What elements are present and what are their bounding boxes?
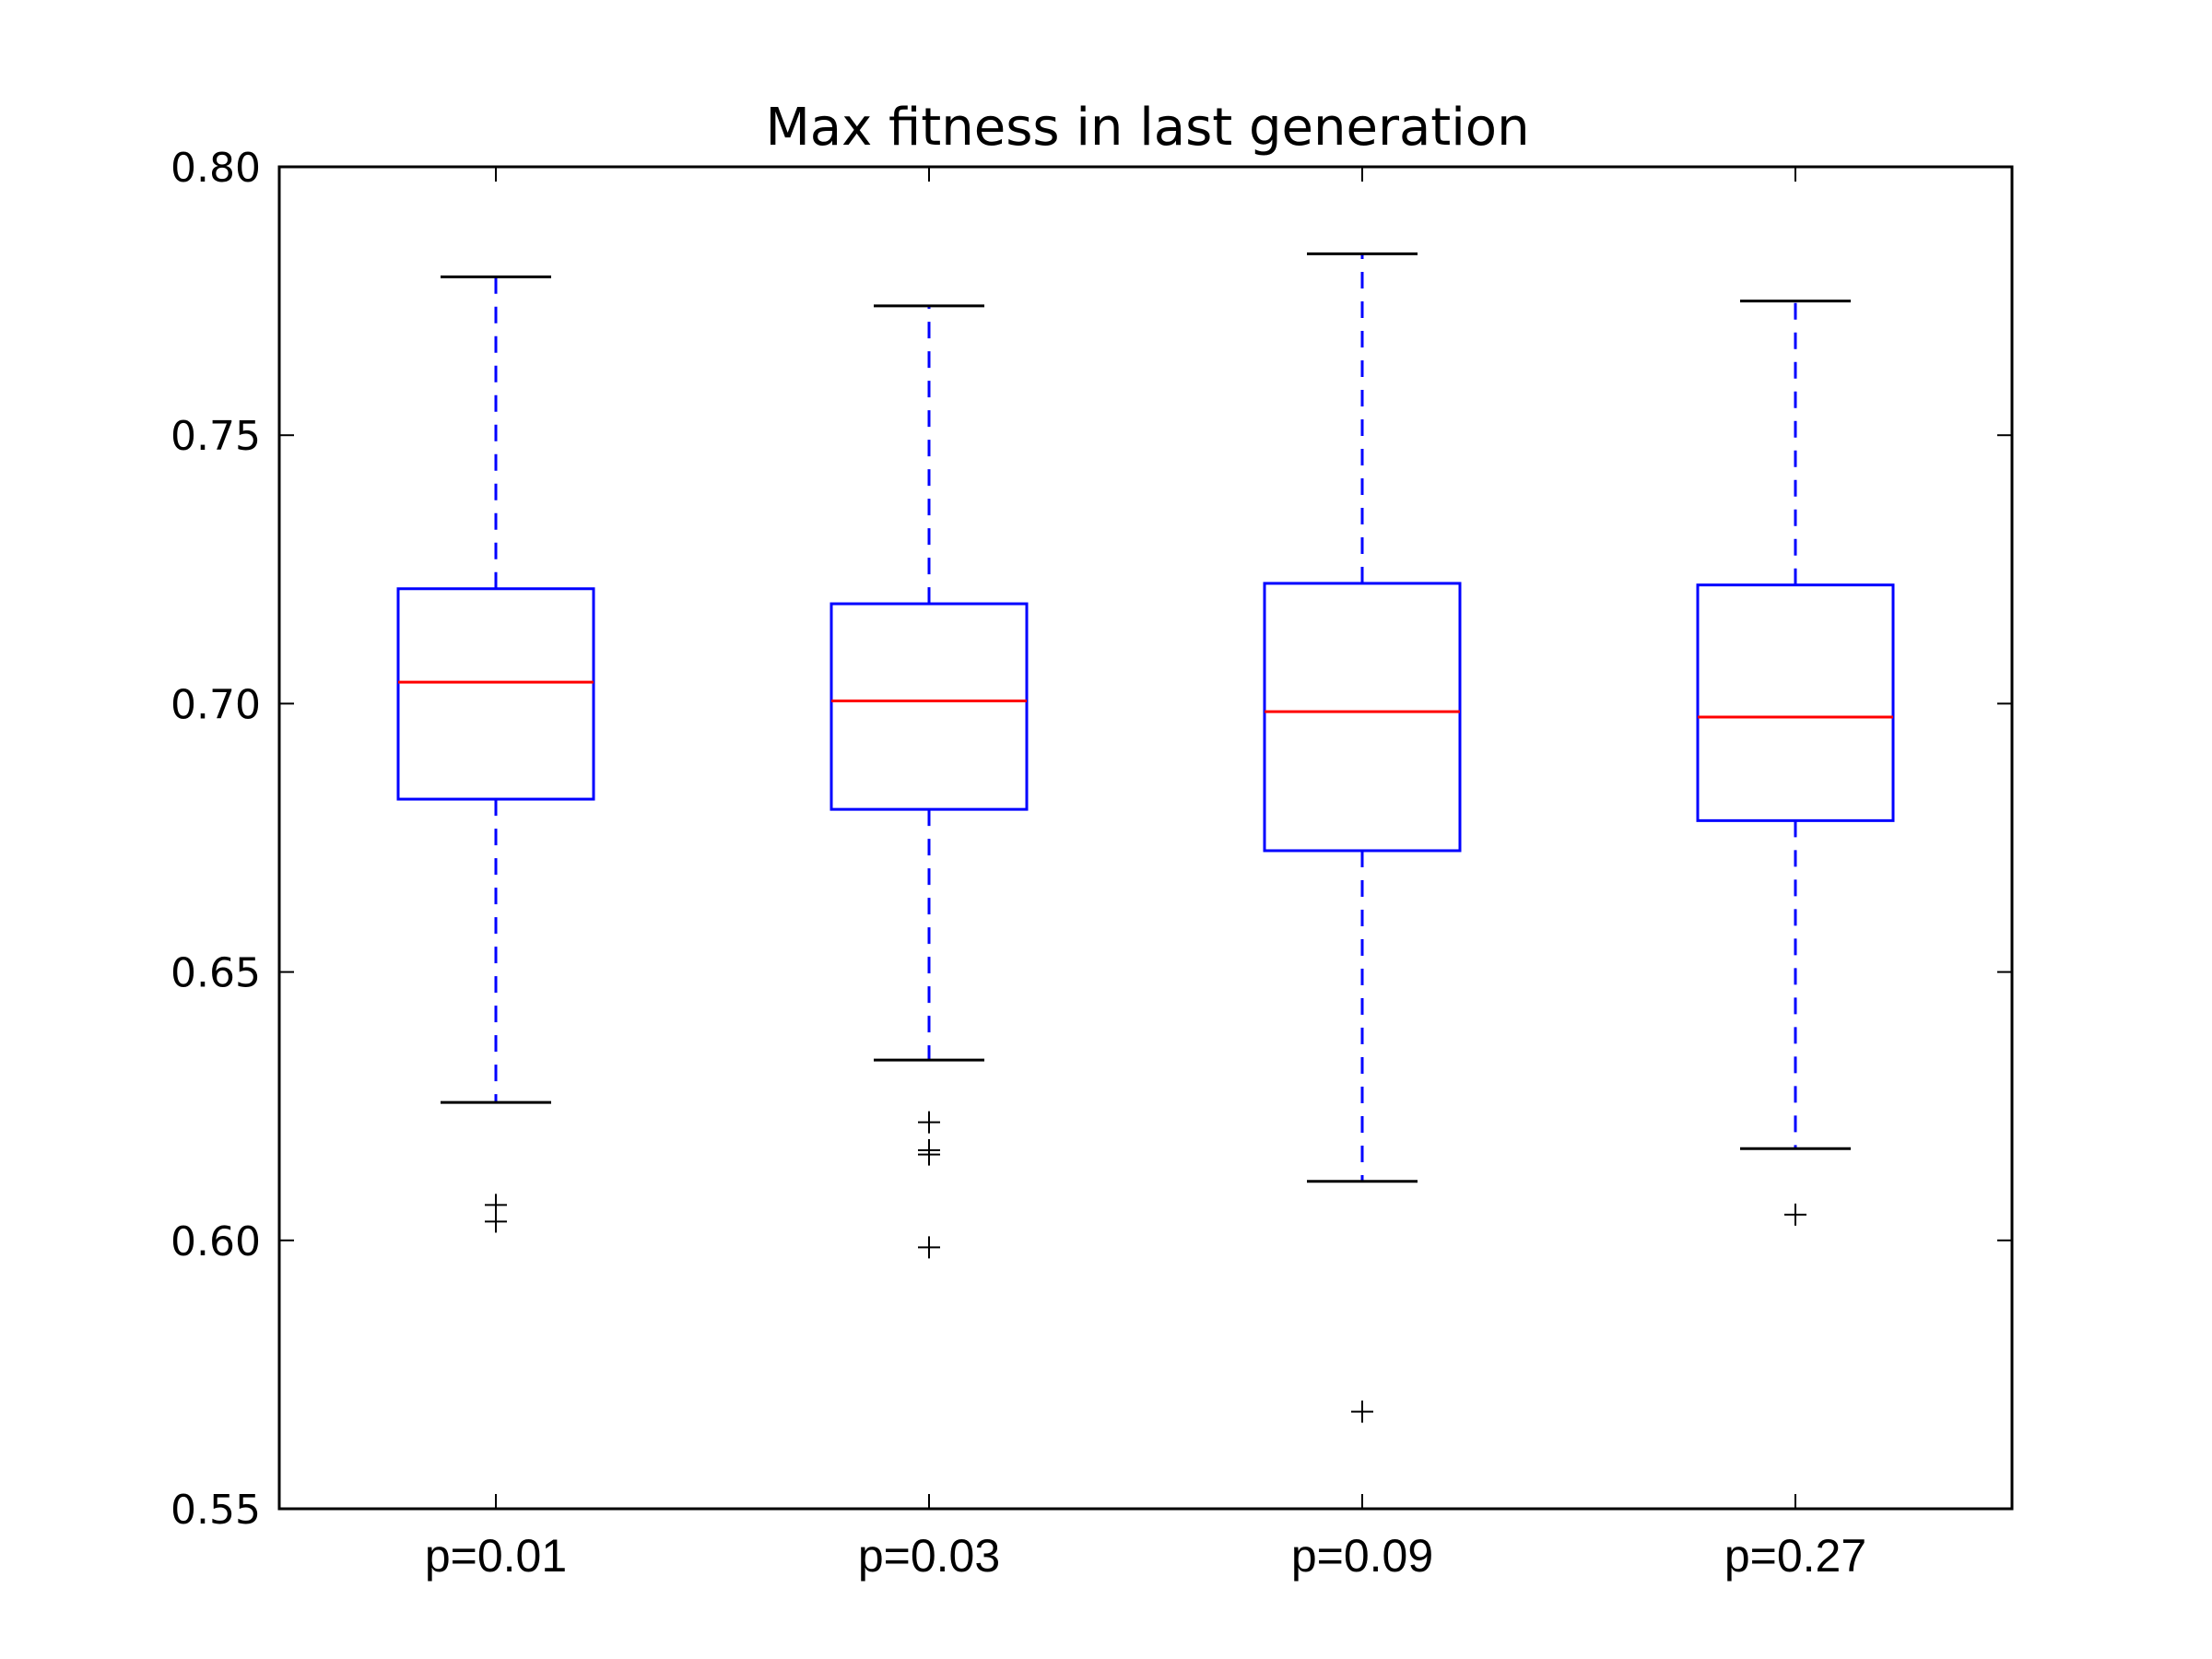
x-tick-label: p=0.27 [1724,1530,1866,1582]
axes-frame [277,165,2014,1511]
box [396,587,595,801]
y-tick-label: 0.60 [171,1218,261,1265]
y-tick-label: 0.55 [171,1487,261,1534]
box [1263,582,1462,853]
outlier-point [1351,1400,1373,1423]
box [1696,583,1895,822]
outlier-point [918,1143,940,1166]
outlier-point [1784,1203,1806,1226]
y-tick-label: 0.80 [171,145,261,192]
outlier-point [918,1111,940,1134]
plot-area: 0.55 0.60 0.65 0.70 0.75 0.80 p=0.01 p=0.03 p=0.… [171,145,2014,1582]
x-tick-label: p=0.01 [425,1530,567,1582]
outlier-point [918,1236,940,1259]
y-tick-label: 0.75 [171,413,261,460]
outlier-point [485,1210,507,1233]
y-tick-label: 0.70 [171,681,261,728]
x-tick-label: p=0.09 [1291,1530,1433,1582]
box [830,602,1029,811]
y-tick-label: 0.65 [171,950,261,997]
chart-title: Max fitness in last generation [765,98,1529,158]
x-tick-label: p=0.03 [858,1530,1000,1582]
